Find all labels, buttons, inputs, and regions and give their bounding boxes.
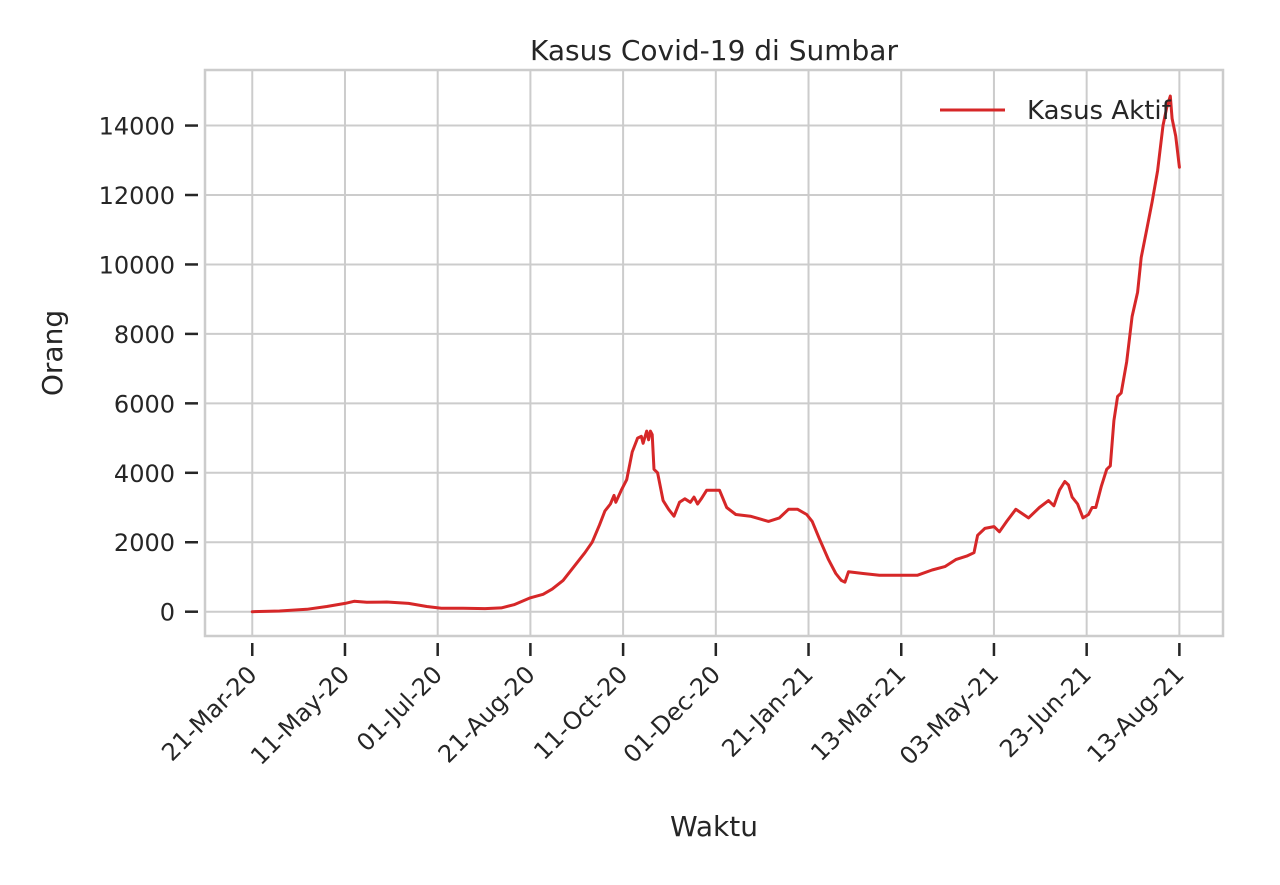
y-tick-label: 2000 [114,529,175,557]
legend-label-kasus-aktif: Kasus Aktif [1027,96,1172,126]
x-tick-label: 21-Jan-21 [716,660,818,762]
y-tick-label: 8000 [114,321,175,349]
y-tick-label: 10000 [99,251,175,279]
series-line-kasus-aktif [250,94,1181,614]
y-axis-ticks: 0 2000 4000 6000 8000 10000 12000 14000 [99,113,198,627]
x-axis-ticks: 21-Mar-2011-May-2001-Jul-2021-Aug-2011-O… [156,643,1190,770]
y-axis-label: Orang [36,310,69,396]
x-tick-label: 11-May-20 [245,660,355,770]
grid-lines [205,70,1223,636]
y-tick-label: 12000 [99,182,175,210]
legend: Kasus Aktif [940,96,1172,126]
x-axis-label: Waktu [670,810,758,843]
x-tick-label: 01-Dec-20 [618,660,726,768]
y-tick-label: 4000 [114,460,175,488]
x-tick-label: 13-Aug-21 [1082,660,1190,768]
x-tick-label: 03-May-21 [894,660,1004,770]
plot-frame [203,68,1225,638]
chart-title: Kasus Covid-19 di Sumbar [530,34,898,67]
x-tick-label: 21-Aug-20 [433,660,541,768]
y-tick-label: 0 [160,599,175,627]
y-tick-label: 14000 [99,113,175,141]
series-layer [250,94,1181,614]
y-tick-label: 6000 [114,390,175,418]
x-tick-label: 01-Jul-20 [351,660,448,757]
x-tick-label: 11-Oct-20 [528,660,633,765]
